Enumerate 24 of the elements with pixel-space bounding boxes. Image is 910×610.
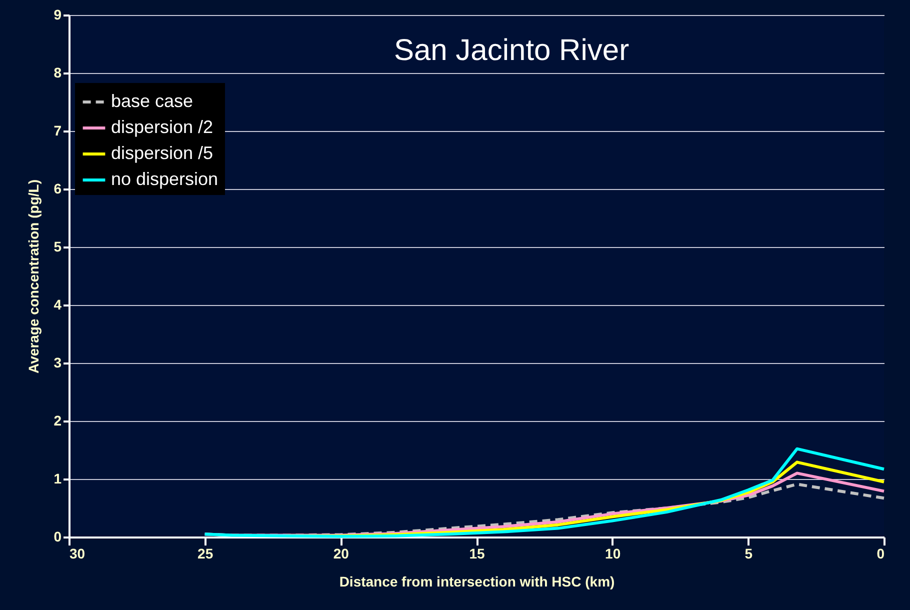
y-tick-label: 0	[54, 528, 62, 544]
text: San Jacinto River	[394, 34, 630, 67]
x-tick-label: 5	[744, 546, 753, 562]
y-tick-label: 8	[54, 64, 62, 80]
y-tick-label: 6	[54, 180, 62, 196]
y-tick-label: 5	[54, 238, 62, 254]
legend-label: dispersion /5	[111, 143, 214, 163]
x-tick-label: 20	[333, 546, 350, 562]
legend-label: dispersion /2	[111, 117, 214, 137]
y-tick-label: 7	[54, 122, 62, 138]
x-tick-label: 10	[605, 546, 621, 562]
x-tick-label: 15	[469, 546, 485, 562]
legend-label: no dispersion	[111, 169, 218, 189]
y-tick-label: 9	[54, 6, 62, 22]
y-tick-label: 4	[54, 296, 62, 312]
legend-label: base case	[111, 91, 194, 111]
y-tick-label: 2	[54, 412, 62, 428]
y-tick-label: 3	[54, 354, 62, 370]
x-axis-title: Distance from intersection with HSC (km)	[339, 574, 615, 590]
y-axis-title: Average concentration (pg/L)	[26, 180, 42, 374]
x-tick-label: 25	[198, 546, 214, 562]
x-tick-label: 0	[876, 546, 885, 562]
y-tick-label: 1	[54, 470, 62, 486]
x-tick-label: 30	[70, 546, 86, 562]
